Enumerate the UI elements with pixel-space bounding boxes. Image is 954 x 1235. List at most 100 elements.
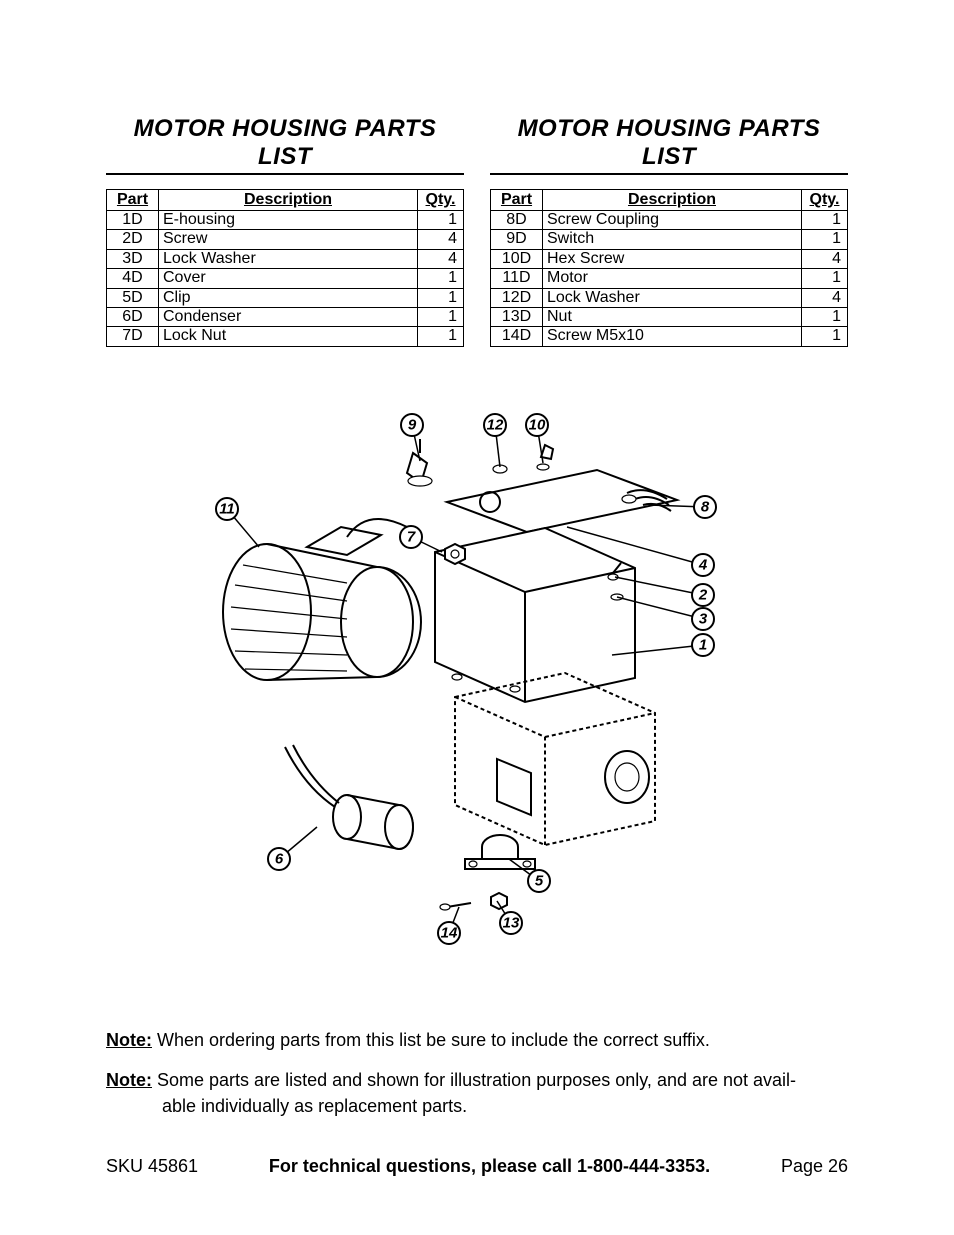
col-description: Description xyxy=(543,190,802,211)
cell-description: Nut xyxy=(543,307,802,326)
cell-part: 11D xyxy=(491,269,543,288)
table-header-row: Part Description Qty. xyxy=(107,190,464,211)
table-row: 12DLock Washer4 xyxy=(491,288,848,307)
left-table-block: MOTOR HOUSING PARTS LIST Part Descriptio… xyxy=(106,115,464,347)
svg-text:8: 8 xyxy=(701,498,710,515)
svg-text:3: 3 xyxy=(699,610,708,627)
note-2-line1: Some parts are listed and shown for illu… xyxy=(157,1070,796,1090)
left-parts-table: Part Description Qty. 1DE-housing12DScre… xyxy=(106,189,464,347)
right-table-title: MOTOR HOUSING PARTS LIST xyxy=(490,115,848,175)
cell-part: 2D xyxy=(107,230,159,249)
cell-qty: 1 xyxy=(802,211,848,230)
cell-part: 4D xyxy=(107,269,159,288)
col-qty: Qty. xyxy=(802,190,848,211)
table-row: 2DScrew4 xyxy=(107,230,464,249)
cell-qty: 1 xyxy=(418,269,464,288)
locknut-7 xyxy=(445,544,465,564)
footer-page: Page 26 xyxy=(781,1156,848,1177)
col-qty: Qty. xyxy=(418,190,464,211)
callout-9: 9 xyxy=(401,414,423,436)
table-row: 7DLock Nut1 xyxy=(107,327,464,346)
cell-description: E-housing xyxy=(159,211,418,230)
cell-qty: 1 xyxy=(802,269,848,288)
callout-5: 5 xyxy=(528,870,550,892)
cell-part: 12D xyxy=(491,288,543,307)
cell-qty: 1 xyxy=(418,288,464,307)
svg-text:7: 7 xyxy=(407,528,416,545)
cell-qty: 1 xyxy=(418,211,464,230)
callout-4: 4 xyxy=(692,554,714,576)
table-header-row: Part Description Qty. xyxy=(491,190,848,211)
svg-text:6: 6 xyxy=(275,850,284,867)
svg-text:10: 10 xyxy=(529,416,546,433)
callout-6: 6 xyxy=(268,848,290,870)
callout-7: 7 xyxy=(400,526,422,548)
table-row: 5DClip1 xyxy=(107,288,464,307)
callout-14: 14 xyxy=(438,922,460,944)
cell-part: 14D xyxy=(491,327,543,346)
cell-description: Condenser xyxy=(159,307,418,326)
cell-description: Lock Washer xyxy=(543,288,802,307)
cell-description: Lock Washer xyxy=(159,249,418,268)
cell-part: 1D xyxy=(107,211,159,230)
svg-text:1: 1 xyxy=(699,636,707,653)
left-table-title: MOTOR HOUSING PARTS LIST xyxy=(106,115,464,175)
cell-description: Motor xyxy=(543,269,802,288)
cell-description: Hex Screw xyxy=(543,249,802,268)
cell-part: 10D xyxy=(491,249,543,268)
cell-qty: 4 xyxy=(802,288,848,307)
nut-13 xyxy=(491,893,507,909)
col-part: Part xyxy=(491,190,543,211)
svg-text:12: 12 xyxy=(487,416,504,433)
table-row: 1DE-housing1 xyxy=(107,211,464,230)
cell-qty: 1 xyxy=(418,307,464,326)
cell-description: Screw Coupling xyxy=(543,211,802,230)
right-table-block: MOTOR HOUSING PARTS LIST Part Descriptio… xyxy=(490,115,848,347)
condenser xyxy=(285,745,413,849)
table-row: 10DHex Screw4 xyxy=(491,249,848,268)
hexscrew-10 xyxy=(537,445,553,470)
enclosure-top xyxy=(435,528,635,702)
table-row: 8DScrew Coupling1 xyxy=(491,211,848,230)
switch-shape xyxy=(407,439,432,486)
svg-text:11: 11 xyxy=(219,500,235,517)
table-row: 3DLock Washer4 xyxy=(107,249,464,268)
cell-part: 8D xyxy=(491,211,543,230)
note-label: Note: xyxy=(106,1070,152,1090)
cell-part: 13D xyxy=(491,307,543,326)
svg-text:9: 9 xyxy=(408,416,417,433)
cell-description: Lock Nut xyxy=(159,327,418,346)
callout-1: 1 xyxy=(692,634,714,656)
callout-12: 12 xyxy=(484,414,506,436)
note-1-text: When ordering parts from this list be su… xyxy=(157,1030,710,1050)
note-label: Note: xyxy=(106,1030,152,1050)
cell-part: 6D xyxy=(107,307,159,326)
table-row: 13DNut1 xyxy=(491,307,848,326)
table-row: 9DSwitch1 xyxy=(491,230,848,249)
callout-2: 2 xyxy=(692,584,714,606)
cell-part: 3D xyxy=(107,249,159,268)
cell-part: 9D xyxy=(491,230,543,249)
cell-description: Cover xyxy=(159,269,418,288)
note-2: Note: Some parts are listed and shown fo… xyxy=(106,1067,848,1119)
note-2-line2: able individually as replacement parts. xyxy=(106,1093,848,1119)
table-row: 11DMotor1 xyxy=(491,269,848,288)
exploded-diagram-wrap: 9 12 10 11 8 7 4 2 3 1 6 5 13 14 xyxy=(106,397,848,957)
col-description: Description xyxy=(159,190,418,211)
table-row: 14DScrew M5x101 xyxy=(491,327,848,346)
svg-text:14: 14 xyxy=(441,924,458,941)
cell-qty: 4 xyxy=(418,230,464,249)
screw-14 xyxy=(440,903,471,910)
cell-qty: 1 xyxy=(418,327,464,346)
footer-sku: SKU 45861 xyxy=(106,1156,198,1177)
svg-text:4: 4 xyxy=(698,556,708,573)
cell-part: 7D xyxy=(107,327,159,346)
callout-11: 11 xyxy=(216,498,238,520)
svg-text:13: 13 xyxy=(503,914,520,931)
cell-description: Clip xyxy=(159,288,418,307)
footer-center: For technical questions, please call 1-8… xyxy=(269,1156,710,1177)
page-footer: SKU 45861 For technical questions, pleas… xyxy=(106,1156,848,1177)
svg-text:2: 2 xyxy=(698,586,708,603)
clip xyxy=(465,835,535,869)
exploded-diagram: 9 12 10 11 8 7 4 2 3 1 6 5 13 14 xyxy=(197,397,757,957)
